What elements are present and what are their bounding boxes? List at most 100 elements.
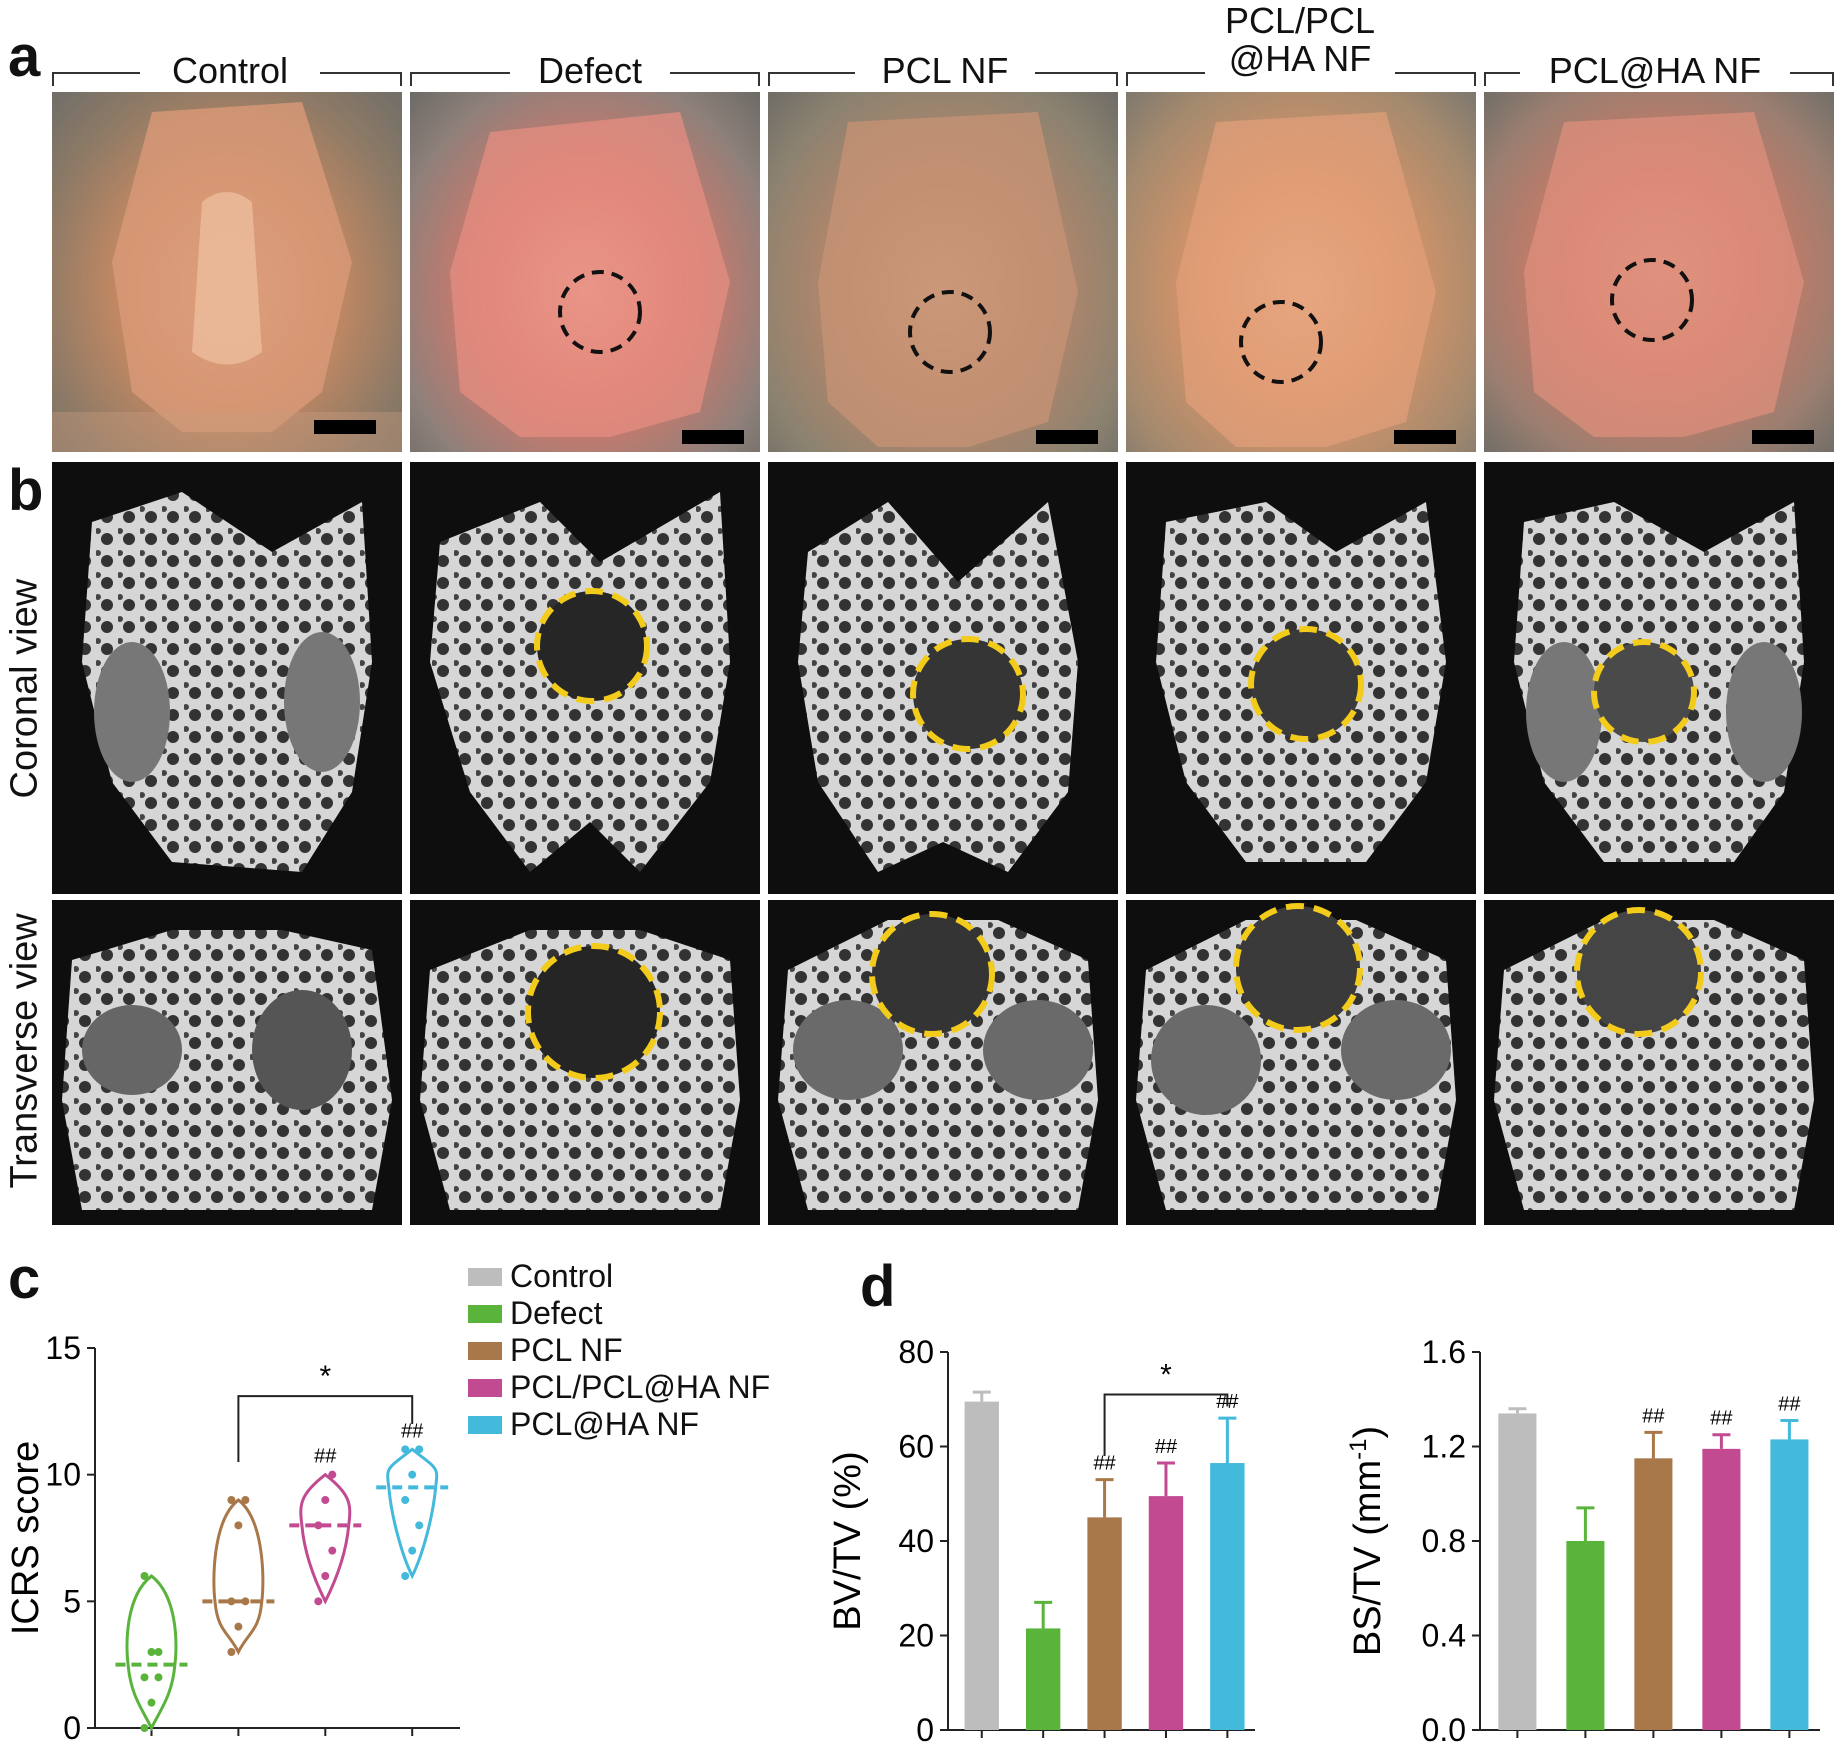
significance-hash: ## <box>1093 1453 1116 1475</box>
legend-label: Defect <box>510 1295 603 1331</box>
legend-swatch <box>468 1267 502 1286</box>
group-label-pcl-nf: PCL NF <box>855 52 1035 90</box>
data-point <box>321 1572 330 1580</box>
significance-hash: ## <box>1778 1394 1801 1416</box>
data-point <box>227 1597 236 1606</box>
y-tick-label: 1.2 <box>1422 1429 1466 1465</box>
scale-bar <box>682 430 744 444</box>
scale-bar <box>1752 430 1814 444</box>
data-point <box>314 1521 323 1530</box>
bar <box>1148 1496 1184 1730</box>
bar <box>1087 1517 1122 1730</box>
data-point <box>241 1496 250 1504</box>
legend-swatch <box>468 1304 502 1323</box>
data-point <box>227 1496 236 1504</box>
data-point <box>147 1698 156 1707</box>
y-tick-label: 15 <box>45 1330 81 1366</box>
group-label-control: Control <box>140 52 320 90</box>
row-label-transverse: Transverse view <box>3 913 46 1189</box>
ct-transverse-pcl-ha-nf <box>1484 900 1834 1225</box>
data-point <box>234 1521 243 1530</box>
y-tick-label: 10 <box>45 1457 81 1493</box>
data-point <box>154 1673 163 1682</box>
legend-swatch <box>468 1341 502 1360</box>
data-point <box>314 1597 323 1606</box>
data-point <box>234 1622 243 1631</box>
legend-label: PCL/PCL@HA NF <box>510 1369 771 1405</box>
photo-pcl-ha-nf <box>1484 92 1834 452</box>
y-tick-label: 60 <box>898 1429 934 1465</box>
legend-swatch <box>468 1378 502 1397</box>
data-point <box>408 1470 417 1479</box>
group-label-defect: Defect <box>510 52 670 90</box>
bar <box>1210 1463 1245 1730</box>
data-point <box>415 1521 424 1530</box>
ct-coronal-pcl-ha-nf <box>1484 462 1834 894</box>
data-point <box>140 1572 149 1580</box>
legend-item: PCL@HA NF <box>468 1406 770 1443</box>
data-point <box>328 1546 337 1555</box>
data-point <box>401 1496 410 1504</box>
ct-transverse-defect <box>410 900 760 1225</box>
bar <box>1770 1439 1809 1730</box>
y-tick-label: 0.4 <box>1422 1618 1466 1654</box>
data-point <box>241 1597 250 1606</box>
violin <box>212 1498 265 1656</box>
photo-control <box>52 92 402 452</box>
ct-coronal-control <box>52 462 402 894</box>
legend-label: Control <box>510 1258 614 1294</box>
y-tick-label: 0 <box>916 1712 934 1748</box>
y-tick-label: 5 <box>63 1583 81 1619</box>
legend-swatch <box>468 1415 502 1434</box>
group-label-pcl-pcl-ha-nf: PCL/PCL @HA NF <box>1205 2 1395 78</box>
significance-hash: ## <box>1642 1405 1665 1427</box>
y-tick-label: 0 <box>63 1710 81 1746</box>
bar <box>1702 1448 1741 1730</box>
data-point <box>401 1572 410 1580</box>
group-label-pcl-ha-nf: PCL@HA NF <box>1520 52 1790 90</box>
bar <box>1025 1628 1061 1730</box>
legend-label: PCL@HA NF <box>510 1406 699 1442</box>
panel-label-b: b <box>8 458 44 523</box>
bar <box>1498 1413 1537 1730</box>
panel-label-c: c <box>8 1246 41 1311</box>
data-point <box>154 1648 163 1656</box>
photo-pcl-pcl-ha-nf <box>1126 92 1476 452</box>
y-tick-label: 40 <box>898 1523 934 1559</box>
photo-pcl-nf <box>768 92 1118 452</box>
bar <box>1566 1541 1605 1730</box>
y-tick-label: 0.8 <box>1422 1523 1466 1559</box>
data-point <box>328 1470 337 1479</box>
ct-transverse-control <box>52 900 402 1225</box>
scale-bar <box>314 420 376 434</box>
significance-star: * <box>319 1360 331 1393</box>
ct-transverse-pcl-nf <box>768 900 1118 1225</box>
legend-item: PCL NF <box>468 1332 770 1369</box>
significance-hash: ## <box>401 1420 424 1442</box>
panel-label-d: d <box>860 1254 896 1319</box>
photo-defect <box>410 92 760 452</box>
data-point <box>140 1724 149 1732</box>
chart-bs-tv: 0.0 0.4 0.8 1.2 1.6 BS/TV (mm-1) ## ## ## <box>1345 1334 1820 1748</box>
significance-bracket <box>1103 1393 1229 1456</box>
legend-item: Defect <box>468 1295 770 1332</box>
significance-bracket <box>237 1395 414 1462</box>
significance-hash: ## <box>314 1446 337 1468</box>
data-point <box>415 1445 424 1454</box>
y-axis-title: BS/TV (mm-1) <box>1345 1426 1389 1656</box>
scale-bar <box>1394 430 1456 444</box>
y-tick-label: 0.0 <box>1422 1712 1466 1748</box>
scale-bar <box>1036 430 1098 444</box>
data-point <box>147 1648 156 1656</box>
y-axis-title: BV/TV (%) <box>827 1451 869 1630</box>
violin <box>125 1574 178 1732</box>
row-label-coronal: Coronal view <box>3 578 46 799</box>
violin <box>299 1472 352 1605</box>
y-tick-label: 20 <box>898 1618 934 1654</box>
data-point <box>401 1445 410 1454</box>
significance-star: * <box>1160 1359 1172 1392</box>
data-point <box>227 1648 236 1656</box>
ct-coronal-pcl-nf <box>768 462 1118 894</box>
legend-label: PCL NF <box>510 1332 623 1368</box>
